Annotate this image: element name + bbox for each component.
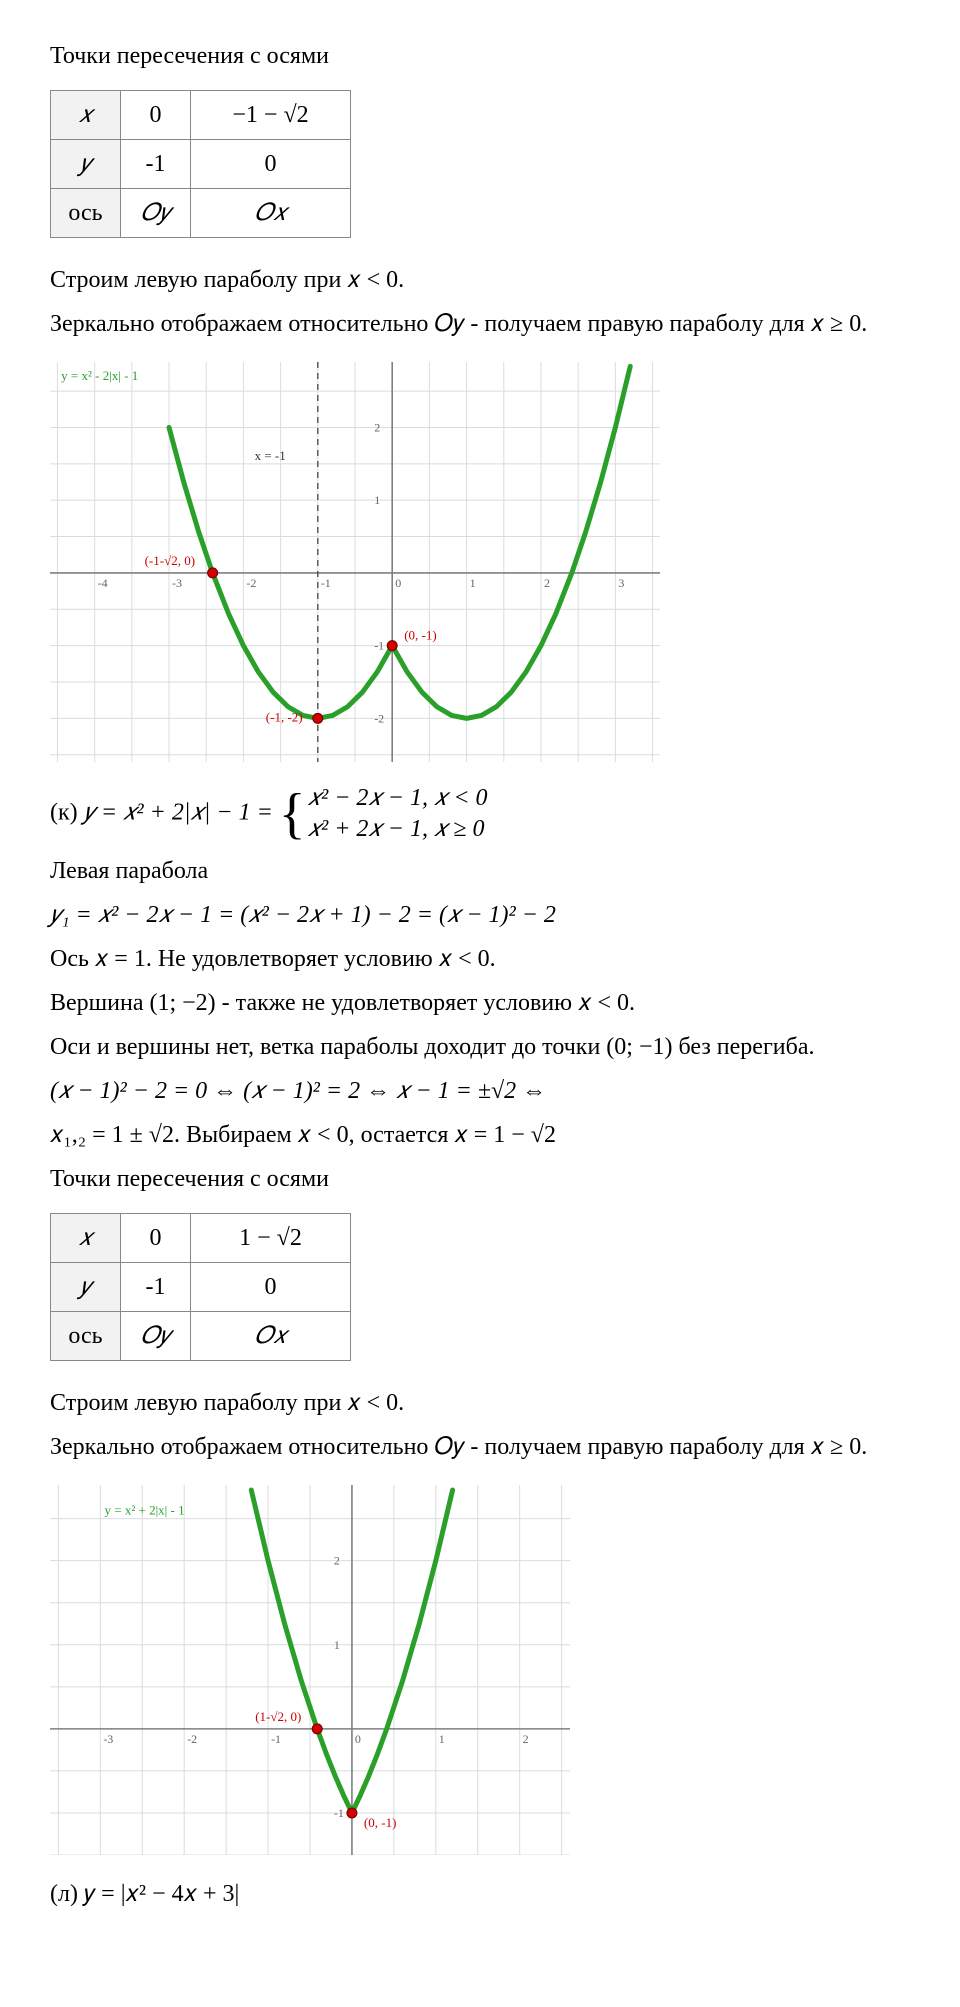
intersections-table-2: 𝑥 0 1 − √2 𝑦 -1 0 ось 𝑂𝑦 𝑂𝑥 [50,1213,351,1361]
cell: 1 − √2 [191,1214,351,1263]
svg-text:1: 1 [334,1638,340,1652]
axis-line: Ось 𝑥 = 1. Не удовлетворяет условию 𝑥 < … [50,941,910,977]
cell-y-label: 𝑦 [51,1263,121,1312]
svg-text:1: 1 [439,1732,445,1746]
svg-text:-3: -3 [172,576,182,590]
build-left-para-2: Строим левую параболу при 𝑥 < 0. [50,1385,910,1421]
table-row: 𝑥 0 1 − √2 [51,1214,351,1263]
svg-text:2: 2 [544,576,550,590]
build-left-para-1: Строим левую параболу при 𝑥 < 0. [50,262,910,298]
cell: 0 [121,91,191,140]
svg-text:0: 0 [395,576,401,590]
cell: −1 − √2 [191,91,351,140]
chart-2-svg: -3 -2 -1 0 1 2 -1 1 2 y = x² + 2|x| - 1 (1-√2, 0) (… [50,1485,570,1855]
brace-icon: { [279,786,306,842]
cell: 0 [191,1263,351,1312]
noaxis-line: Оси и вершины нет, ветка параболы доходи… [50,1029,910,1065]
chart-1: -4 -3 -2 -1 0 1 2 3 -2 -1 1 2 x = -1 y = x² - 2|x| - … [50,362,910,773]
piece-1: 𝑥² − 2𝑥 − 1, 𝑥 < 0 [308,783,488,814]
cell: 𝑂𝑦 [121,189,191,238]
intersections-table-1: 𝑥 0 −1 − √2 𝑦 -1 0 ось 𝑂𝑦 𝑂𝑥 [50,90,351,238]
cell-x-label: 𝑥 [51,91,121,140]
piecewise-k: { 𝑥² − 2𝑥 − 1, 𝑥 < 0 𝑥² + 2𝑥 − 1, 𝑥 ≥ 0 [279,783,488,845]
equation-k: (к) 𝑦 = 𝑥² + 2|𝑥| − 1 = { 𝑥² − 2𝑥 − 1, 𝑥… [50,783,910,845]
svg-text:-1: -1 [334,1806,344,1820]
svg-text:0: 0 [355,1732,361,1746]
equation-l: (л) 𝑦 = |𝑥² − 4𝑥 + 3| [50,1876,910,1912]
svg-text:-2: -2 [187,1732,197,1746]
svg-text:x = -1: x = -1 [255,448,286,463]
svg-text:y = x² - 2|x| - 1: y = x² - 2|x| - 1 [61,368,138,383]
table-row: ось 𝑂𝑦 𝑂𝑥 [51,189,351,238]
mirror-para-1: Зеркально отображаем относительно 𝑂𝑦 - п… [50,306,910,342]
cell: -1 [121,140,191,189]
svg-text:-1: -1 [271,1732,281,1746]
svg-text:2: 2 [374,420,380,434]
intersections-title-2: Точки пересечения с осями [50,1161,910,1197]
cell: 𝑂𝑥 [191,189,351,238]
left-parabola-label: Левая парабола [50,853,910,889]
svg-text:(-1, -2): (-1, -2) [266,709,303,724]
piece-2: 𝑥² + 2𝑥 − 1, 𝑥 ≥ 0 [308,814,488,845]
svg-text:-2: -2 [246,576,256,590]
svg-text:3: 3 [618,576,624,590]
chart-1-svg: -4 -3 -2 -1 0 1 2 3 -2 -1 1 2 x = -1 y = x² - 2|x| - … [50,362,660,762]
table-row: 𝑥 0 −1 − √2 [51,91,351,140]
svg-text:(-1-√2, 0): (-1-√2, 0) [145,553,195,568]
prefix-k: (к) [50,800,84,826]
table-row: 𝑦 -1 0 [51,140,351,189]
solve-1: (𝑥 − 1)² − 2 = 0 ⇔ (𝑥 − 1)² = 2 ⇔ 𝑥 − 1 … [50,1073,910,1109]
vertex-line: Вершина (1; −2) - также не удовлетворяет… [50,985,910,1021]
cell-x-label: 𝑥 [51,1214,121,1263]
cell: 0 [191,140,351,189]
cell: -1 [121,1263,191,1312]
svg-text:(1-√2, 0): (1-√2, 0) [255,1709,301,1724]
cell: 0 [121,1214,191,1263]
cell: 𝑂𝑥 [191,1312,351,1361]
svg-text:-3: -3 [103,1732,113,1746]
lhs-k: 𝑦 = 𝑥² + 2|𝑥| − 1 = [84,800,279,826]
mirror-para-2: Зеркально отображаем относительно 𝑂𝑦 - п… [50,1429,910,1465]
svg-text:-1: -1 [321,576,331,590]
svg-text:1: 1 [470,576,476,590]
svg-text:2: 2 [523,1732,529,1746]
cell-y-label: 𝑦 [51,140,121,189]
svg-text:y = x² + 2|x| - 1: y = x² + 2|x| - 1 [105,1503,185,1518]
solve-2: 𝑥₁,₂ = 1 ± √2. Выбираем 𝑥 < 0, остается … [50,1117,910,1153]
cell-axis-label: ось [51,1312,121,1361]
svg-text:1: 1 [374,493,380,507]
svg-text:-2: -2 [374,711,384,725]
svg-text:-1: -1 [374,639,384,653]
table-row: 𝑦 -1 0 [51,1263,351,1312]
table-row: ось 𝑂𝑦 𝑂𝑥 [51,1312,351,1361]
svg-text:(0, -1): (0, -1) [364,1815,397,1830]
svg-text:-4: -4 [98,576,108,590]
intersections-title-1: Точки пересечения с осями [50,38,910,74]
cell: 𝑂𝑦 [121,1312,191,1361]
cell-axis-label: ось [51,189,121,238]
eq-y1: 𝑦₁ = 𝑥² − 2𝑥 − 1 = (𝑥² − 2𝑥 + 1) − 2 = (… [50,897,910,933]
svg-text:2: 2 [334,1554,340,1568]
chart-2: -3 -2 -1 0 1 2 -1 1 2 y = x² + 2|x| - 1 (1-√2, 0) (… [50,1485,910,1866]
svg-text:(0, -1): (0, -1) [404,628,437,643]
